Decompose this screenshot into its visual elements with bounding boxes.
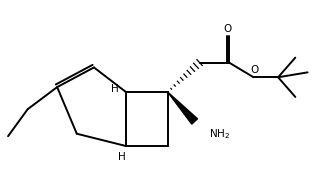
Text: H: H [118,152,126,162]
Polygon shape [168,92,198,124]
Text: O: O [250,65,259,75]
Text: H: H [111,84,119,94]
Text: O: O [224,24,232,34]
Text: NH$_2$: NH$_2$ [209,127,231,141]
